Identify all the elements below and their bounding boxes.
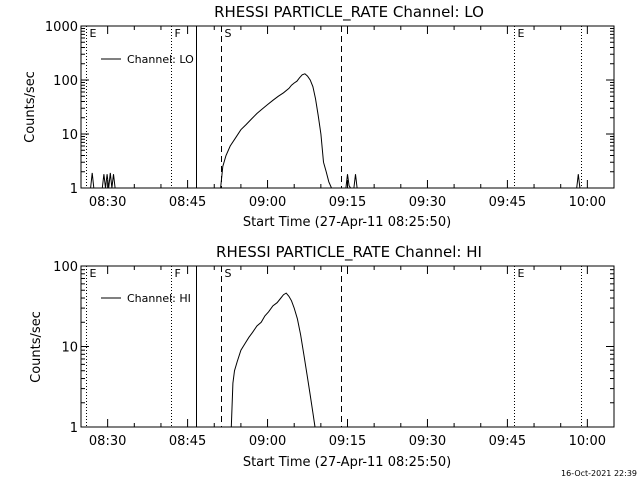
x-tick-label: 10:00: [569, 434, 606, 449]
x-tick-label: 09:45: [489, 434, 526, 449]
legend-label-hi: Channel: HI: [127, 292, 191, 305]
x-tick-label: 08:45: [169, 434, 206, 449]
x-tick-label: 10:00: [569, 195, 606, 210]
series-line-lo: [220, 73, 332, 189]
x-tick-label: 09:30: [409, 434, 446, 449]
marker-label: E: [90, 27, 97, 40]
xlabel-hi: Start Time (27-Apr-11 08:25:50): [243, 455, 451, 470]
y-tick-label: 1: [70, 182, 78, 197]
y-tick-label: 1000: [45, 20, 78, 35]
x-tick-label: 09:30: [409, 195, 446, 210]
x-tick-label: 09:15: [329, 195, 366, 210]
title-lo: RHESSI PARTICLE_RATE Channel: LO: [214, 3, 484, 22]
axis-ticks-lo: 08:30 08:45 09:00 09:15 09:30 09:45 10:00 1 10 10…: [45, 20, 615, 210]
marker-label: E: [90, 267, 97, 280]
marker-label: S: [225, 267, 232, 280]
plot-frame-hi: [80, 265, 615, 428]
x-tick-label: 09:00: [249, 195, 286, 210]
marker-label: E: [518, 267, 525, 280]
x-tick-label: 08:30: [89, 434, 126, 449]
marker-label: F: [175, 27, 181, 40]
y-tick-label: 100: [53, 74, 78, 89]
y-tick-label: 10: [61, 341, 78, 356]
title-hi: RHESSI PARTICLE_RATE Channel: HI: [216, 243, 482, 262]
marker-label: F: [175, 267, 181, 280]
series-line-hi: [230, 292, 316, 428]
ylabel-hi: Counts/sec: [29, 311, 44, 383]
x-tick-label: 09:45: [489, 195, 526, 210]
x-tick-label: 09:00: [249, 434, 286, 449]
panel-lo: RHESSI PARTICLE_RATE Channel: LO 08:30 08…: [23, 3, 615, 230]
y-tick-label: 10: [61, 128, 78, 143]
footer-timestamp: 16-Oct-2021 22:39: [561, 469, 637, 478]
y-tick-label: 100: [53, 260, 78, 275]
legend-label-lo: Channel: LO: [127, 53, 194, 66]
ylabel-lo: Counts/sec: [23, 71, 38, 143]
x-tick-label: 08:30: [89, 195, 126, 210]
plot-frame-lo: [80, 25, 615, 189]
marker-label: S: [225, 27, 232, 40]
x-tick-label: 08:45: [169, 195, 206, 210]
y-tick-label: 1: [70, 421, 78, 436]
panel-hi: RHESSI PARTICLE_RATE Channel: HI 08:30 08…: [29, 243, 615, 470]
marker-label: E: [518, 27, 525, 40]
xlabel-lo: Start Time (27-Apr-11 08:25:50): [243, 215, 451, 230]
noise-line-lo: [90, 172, 581, 189]
x-tick-label: 09:15: [329, 434, 366, 449]
axis-ticks-hi: 08:30 08:45 09:00 09:15 09:30 09:45 10:00 1 10 10…: [53, 260, 615, 449]
